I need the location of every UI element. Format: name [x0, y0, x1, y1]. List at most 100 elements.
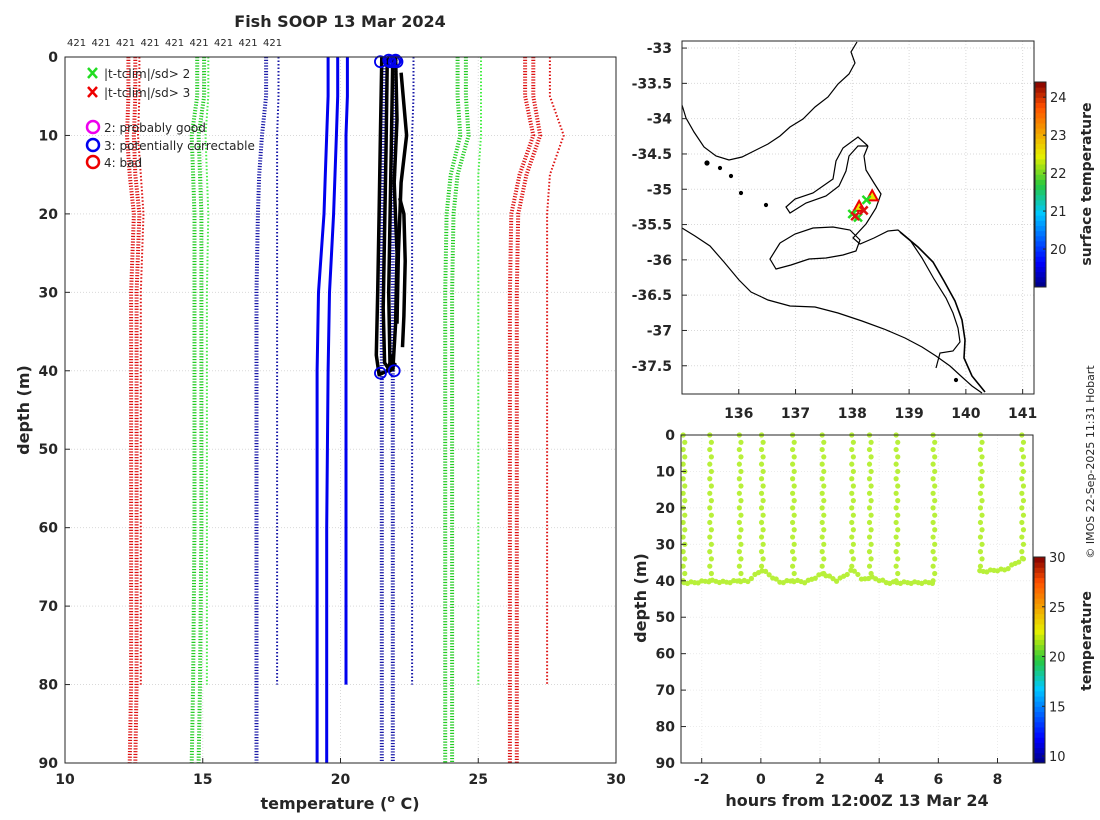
ts-point-112 — [821, 498, 827, 504]
top-count-2: 421 — [116, 38, 135, 49]
ts-colorbar-swatch-34 — [1034, 582, 1045, 589]
island-dot-2 — [717, 165, 723, 171]
ts-point-201 — [930, 563, 936, 569]
ts-point-27 — [707, 476, 713, 482]
ts-point-120 — [821, 556, 827, 562]
ts-point-23 — [707, 446, 713, 453]
ts-point-111 — [819, 490, 825, 496]
island-dot-1 — [704, 160, 710, 166]
ts-colorbar-swatch-38 — [1034, 562, 1045, 568]
ts-point-179 — [895, 556, 901, 562]
map-ytick-label-6: -36 — [647, 253, 672, 269]
ts-point-151 — [868, 498, 874, 504]
ts-point-1 — [682, 439, 688, 445]
ts-point-210 — [977, 476, 984, 482]
coastline-mainland — [681, 41, 858, 161]
ts-point-160 — [866, 563, 873, 569]
ts-point-3 — [682, 454, 688, 460]
ts-point-193 — [930, 505, 936, 511]
ts-xtick-label-4: 6 — [933, 772, 943, 788]
top-count-8: 421 — [263, 38, 282, 49]
ts-point-231 — [1019, 490, 1025, 496]
ts-colorbar-swatch-16 — [1034, 675, 1045, 682]
ts-colorbar-swatch-4 — [1034, 737, 1045, 743]
ts-point-37 — [707, 549, 713, 555]
ts-colorbar-swatch-30 — [1034, 603, 1045, 609]
map-colorbar-swatch-38 — [1035, 87, 1046, 93]
ts-point-197 — [930, 534, 936, 540]
profile-ytick-label-6: 60 — [39, 521, 59, 537]
map-colorbar-swatch-33 — [1035, 112, 1046, 119]
map-colorbar-swatch-22 — [1035, 169, 1046, 175]
map-colorbar-tick-label-3: 23 — [1050, 129, 1067, 144]
map-colorbar-swatch-34 — [1035, 107, 1046, 114]
coastline-coorong — [899, 231, 986, 393]
observed-trace-3 — [391, 56, 399, 371]
ts-point-93 — [791, 512, 797, 518]
ts-point-224 — [1020, 439, 1027, 445]
ts-colorbar-tick-label-2: 20 — [1049, 651, 1066, 666]
ts-point-185 — [930, 446, 936, 453]
ts-point-146 — [866, 461, 873, 467]
legend-qc4-circle — [85, 154, 101, 170]
ts-point-221 — [979, 556, 985, 562]
profile-xtick-label-4: 30 — [606, 772, 626, 788]
map-colorbar-swatch-16 — [1035, 199, 1046, 206]
legend-flag2-x-b — [87, 67, 98, 79]
ts-point-26 — [708, 468, 714, 475]
ts-point-199 — [930, 549, 936, 555]
clim-line-2-0 — [379, 57, 387, 763]
ts-point-284 — [833, 578, 840, 584]
ts-colorbar-swatch-32 — [1034, 593, 1045, 599]
ts-point-260 — [748, 575, 755, 582]
map-colorbar-swatch-11 — [1035, 225, 1046, 232]
ts-point-70 — [760, 483, 766, 489]
ts-point-311 — [929, 580, 936, 587]
ts-colorbar-swatch-29 — [1034, 608, 1045, 615]
ts-point-44 — [736, 446, 742, 453]
map-point-x-5 — [858, 205, 869, 216]
ts-point-32 — [708, 512, 714, 518]
profile-xlabel-main: temperature ( — [260, 794, 387, 813]
coastline-gulf-east — [852, 145, 961, 369]
profile-xlabel-degree: o — [387, 792, 395, 805]
ts-point-19 — [682, 570, 688, 577]
ts-point-31 — [707, 505, 713, 511]
timeseries-xlabel: hours from 12:00Z 13 Mar 24 — [725, 791, 988, 810]
ts-point-216 — [977, 519, 984, 526]
ts-point-72 — [760, 498, 766, 504]
ts-point-43 — [738, 439, 744, 445]
ts-point-158 — [866, 549, 873, 555]
ts-point-140 — [850, 556, 856, 562]
qc-circle-marker-5 — [389, 53, 403, 67]
ts-point-22 — [708, 439, 714, 445]
ts-point-235 — [1019, 519, 1025, 526]
map-ytick-label-3: -34.5 — [632, 147, 672, 163]
legend-qc3-label: 3: potentially correctable — [104, 139, 255, 153]
legend-qc4-label: 4: bad — [104, 156, 142, 170]
ts-point-13 — [682, 527, 688, 533]
map-ytick-label-7: -36.5 — [632, 288, 672, 304]
profile-ylabel: depth (m) — [14, 365, 33, 455]
map-point-x-6 — [850, 211, 861, 221]
ts-point-24 — [708, 454, 714, 460]
map-xtick-label-5: 141 — [1008, 406, 1037, 422]
ts-colorbar-swatch-31 — [1034, 598, 1045, 604]
ts-point-181 — [895, 570, 901, 577]
ts-point-84 — [790, 446, 796, 453]
ts-point-110 — [821, 483, 827, 489]
map-colorbar-swatch-9 — [1035, 235, 1046, 242]
ts-colorbar-swatch-10 — [1034, 706, 1045, 712]
ts-point-8 — [680, 490, 686, 496]
ts-colorbar-swatch-8 — [1034, 716, 1045, 723]
ts-point-38 — [708, 556, 714, 562]
ts-colorbar-swatch-18 — [1034, 665, 1045, 671]
map-colorbar-swatch-39 — [1035, 82, 1046, 88]
ts-point-100 — [790, 563, 796, 569]
ts-colorbar-swatch-7 — [1034, 721, 1045, 728]
ts-point-117 — [819, 534, 825, 540]
ts-point-74 — [760, 512, 766, 518]
map-grid — [682, 41, 1034, 394]
